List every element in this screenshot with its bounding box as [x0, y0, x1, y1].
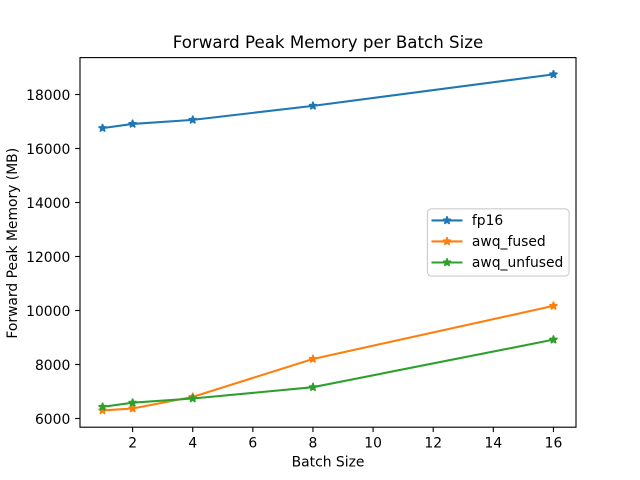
- marker-fp16: [128, 119, 137, 128]
- x-tick-label: 14: [485, 436, 503, 452]
- axes-spines: [79, 57, 577, 428]
- marker-awq_unfused: [308, 382, 318, 392]
- legend-label-fp16: fp16: [472, 213, 503, 229]
- legend-marker-awq_unfused: [442, 258, 452, 267]
- marker-awq_unfused: [549, 335, 558, 344]
- series-layer: [98, 70, 558, 415]
- y-tick-label: 10000: [26, 304, 70, 320]
- y-tick-label: 14000: [26, 196, 70, 212]
- legend: fp16 awq_fused awq_unfused: [426, 208, 570, 277]
- x-tick-label: 4: [188, 436, 197, 452]
- y-tick-label: 8000: [35, 358, 70, 374]
- legend-label-awq_fused: awq_fused: [472, 234, 546, 250]
- legend-marker-fp16: [442, 216, 452, 225]
- legend-label-awq_unfused: awq_unfused: [472, 255, 563, 271]
- marker-awq_unfused: [128, 398, 137, 407]
- y-axis-label: Forward Peak Memory (MB): [5, 148, 21, 339]
- marker-fp16: [98, 123, 107, 133]
- legend-frame: [426, 208, 570, 277]
- legend-marker-awq_fused: [442, 237, 452, 246]
- x-tick-label: 16: [545, 436, 563, 452]
- marker-fp16: [308, 101, 318, 110]
- axes-layer: 2 4 6 8 10 12 14 16 6000 8000 10000 12000 14000 16000…: [26, 57, 577, 452]
- y-tick-label: 18000: [26, 88, 70, 104]
- y-tick-label: 6000: [35, 412, 70, 428]
- x-tick-label: 12: [424, 436, 442, 452]
- marker-awq_fused: [308, 354, 318, 363]
- x-tick-label: 8: [309, 436, 318, 452]
- marker-fp16: [549, 70, 558, 79]
- marker-awq_unfused: [98, 402, 107, 411]
- x-tick-label: 2: [128, 436, 137, 452]
- marker-fp16: [188, 115, 198, 124]
- x-tick-label: 6: [248, 436, 257, 452]
- marker-awq_fused: [128, 404, 137, 413]
- y-tick-label: 16000: [26, 142, 70, 158]
- marker-awq_unfused: [188, 394, 198, 403]
- x-axis-label: Batch Size: [292, 455, 365, 471]
- marker-awq_fused: [98, 406, 107, 415]
- y-tick-label: 12000: [26, 250, 70, 266]
- marker-awq_fused: [549, 301, 558, 310]
- chart-title: Forward Peak Memory per Batch Size: [173, 33, 483, 52]
- x-tick-label: 10: [364, 436, 382, 452]
